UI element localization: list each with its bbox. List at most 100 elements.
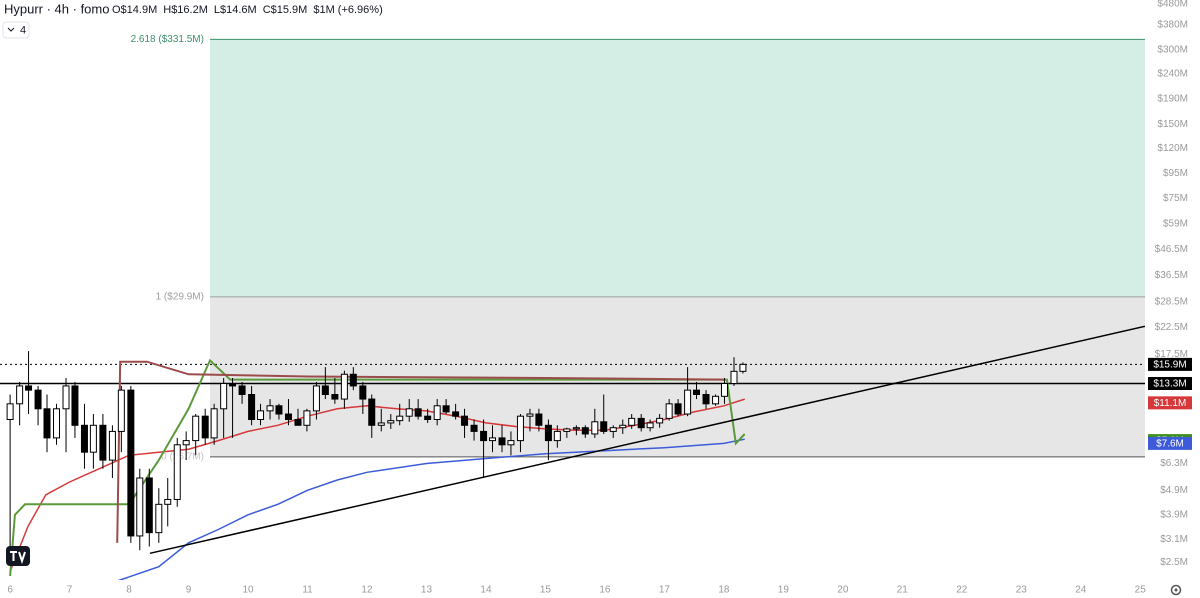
- candle-body: [433, 405, 441, 421]
- candle-body: [80, 424, 88, 453]
- candle-body: [535, 413, 543, 426]
- x-tick-label: 18: [718, 585, 730, 596]
- y-tick-label: $95M: [1163, 168, 1188, 179]
- y-tick-label: $4.9M: [1160, 485, 1188, 496]
- candle-body: [470, 424, 478, 432]
- candle-body: [498, 437, 506, 446]
- x-tick-label: 10: [242, 585, 254, 596]
- candle-body: [136, 477, 144, 537]
- candle-body: [628, 417, 636, 426]
- y-tick-label: $240M: [1157, 69, 1188, 80]
- candle-body: [127, 389, 135, 537]
- candle-body: [553, 430, 561, 442]
- candle-body: [145, 477, 153, 534]
- candle-body: [693, 389, 701, 396]
- candle-body: [730, 370, 738, 385]
- x-tick-label: 23: [1016, 585, 1028, 596]
- candle-body: [238, 385, 246, 396]
- y-tick-label: $380M: [1157, 19, 1188, 30]
- candle-body: [257, 410, 265, 421]
- candle-body: [25, 385, 33, 391]
- y-tick-label: $3.9M: [1160, 509, 1188, 520]
- price-tag-label: $15.9M: [1153, 360, 1186, 371]
- candle-body: [387, 420, 395, 424]
- price-tag: [1148, 436, 1192, 450]
- y-tick-label: $480M: [1157, 0, 1188, 10]
- x-tick-label: 17: [659, 585, 671, 596]
- candle-body: [442, 405, 450, 413]
- candle-body: [359, 385, 367, 400]
- candle-body: [720, 383, 728, 397]
- candle-body: [220, 383, 228, 410]
- x-axis-bg: [0, 580, 1200, 598]
- candle-body: [210, 408, 218, 439]
- candle-body: [461, 415, 469, 426]
- price-tag-label: $13.3M: [1153, 379, 1186, 390]
- indicator-line: [9, 358, 746, 577]
- candle-body: [396, 415, 404, 422]
- price-tag-label: $7.6M: [1156, 439, 1184, 450]
- y-axis-bg: [1145, 0, 1200, 598]
- candle-body: [266, 405, 274, 412]
- candle-body: [201, 415, 209, 439]
- x-tick-label: 20: [837, 585, 849, 596]
- candle-body: [229, 383, 237, 387]
- x-tick-label: 15: [540, 585, 552, 596]
- candle-body: [16, 385, 24, 405]
- candle-body: [368, 398, 376, 426]
- candle-body: [312, 385, 320, 412]
- candle-body: [284, 413, 292, 421]
- candle-body: [656, 417, 664, 424]
- candle-body: [739, 363, 747, 372]
- candle-body: [62, 385, 70, 410]
- candle-body: [563, 428, 571, 432]
- candle-body: [488, 437, 496, 442]
- x-tick-label: 25: [1135, 585, 1147, 596]
- candle-body: [424, 415, 432, 421]
- candle-body: [516, 415, 524, 442]
- candle-body: [164, 498, 172, 505]
- fib-zone: [209, 39, 1145, 297]
- x-tick-label: 19: [778, 585, 790, 596]
- candle-body: [173, 444, 181, 500]
- x-tick-label: 6: [7, 585, 13, 596]
- candle-body: [712, 395, 720, 405]
- candle-body: [34, 389, 42, 410]
- candle-body: [405, 408, 413, 417]
- candle-body: [71, 385, 79, 426]
- candle-body: [414, 408, 422, 417]
- candle-body: [702, 394, 710, 405]
- candle-body: [637, 417, 645, 429]
- settings-icon[interactable]: [1170, 584, 1182, 596]
- candle-body: [117, 389, 125, 432]
- price-tag: [1148, 396, 1192, 410]
- candle-body: [182, 440, 190, 446]
- logo: [6, 546, 30, 566]
- candle-body: [591, 421, 599, 435]
- x-tick-label: 24: [1075, 585, 1087, 596]
- y-tick-label: $28.5M: [1155, 297, 1188, 308]
- header-value: C$15.9M: [263, 4, 308, 16]
- candle-body: [155, 503, 163, 534]
- indicator-count: 4: [20, 24, 26, 36]
- fib-label: 0 ($6.7M): [161, 452, 204, 463]
- candle-body: [89, 424, 97, 453]
- x-tick-label: 12: [361, 585, 373, 596]
- y-tick-label: $75M: [1163, 193, 1188, 204]
- header-value: H$16.2M: [163, 4, 208, 16]
- x-tick-label: 14: [480, 585, 492, 596]
- candle-body: [674, 403, 682, 415]
- x-tick-label: 9: [186, 585, 192, 596]
- candle-body: [526, 413, 534, 417]
- candle-body: [480, 430, 488, 442]
- x-tick-label: 7: [67, 585, 73, 596]
- y-tick-label: $22.5M: [1155, 322, 1188, 333]
- candle-body: [275, 405, 283, 415]
- fib-label: 1 ($29.9M): [156, 291, 204, 302]
- indicator-toggle[interactable]: [2, 21, 30, 39]
- candle-body: [248, 394, 256, 421]
- x-tick-label: 22: [956, 585, 968, 596]
- chart-title: Hypurr · 4h · fomo: [4, 1, 109, 16]
